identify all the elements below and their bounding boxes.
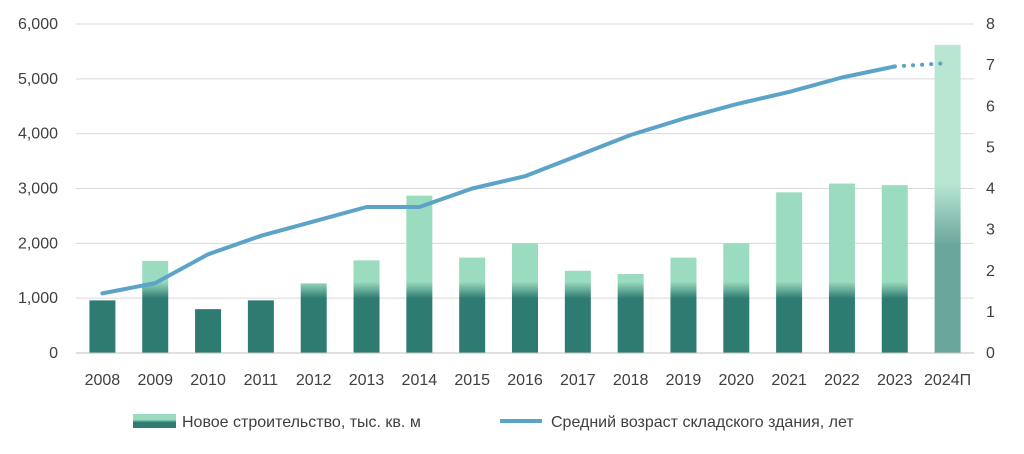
x-tick-label: 2011 (244, 372, 279, 389)
x-tick-label: 2012 (296, 372, 332, 389)
right-tick-label: 1 (986, 304, 995, 321)
bar (195, 309, 222, 353)
bar (353, 260, 380, 353)
x-tick-label: 2021 (771, 372, 807, 389)
right-tick-label: 7 (986, 57, 995, 74)
right-tick-label: 0 (986, 345, 995, 362)
line-dotted-forecast (892, 61, 950, 69)
x-tick-label: 2013 (349, 372, 385, 389)
left-tick-label: 3,000 (18, 181, 58, 198)
left-y-axis: 0 1,000 2,000 3,000 4,000 5,000 6,000 (18, 16, 58, 362)
left-tick-label: 5,000 (18, 71, 58, 88)
right-tick-label: 4 (986, 181, 995, 198)
legend-bar-label: Новое строительство, тыс. кв. м (182, 414, 421, 431)
bar (617, 274, 644, 353)
right-y-axis: 0 1 2 3 4 5 6 7 8 (986, 16, 995, 362)
right-tick-label: 5 (986, 139, 995, 156)
bar (89, 300, 116, 353)
line-series (100, 61, 950, 296)
left-tick-label: 6,000 (18, 16, 58, 33)
gridlines (76, 23, 974, 299)
left-tick-label: 1,000 (18, 290, 58, 307)
bar (723, 243, 750, 353)
bar (564, 270, 591, 353)
x-tick-label: 2017 (560, 372, 596, 389)
x-tick-label: 2010 (190, 372, 226, 389)
legend-line-label: Средний возраст складского здания, лет (551, 414, 854, 431)
left-tick-label: 2,000 (18, 235, 58, 252)
x-tick-label: 2020 (718, 372, 754, 389)
legend-item-line: Средний возраст складского здания, лет (500, 414, 854, 431)
line-solid (100, 64, 897, 296)
x-tick-label: 2016 (507, 372, 543, 389)
bar (776, 192, 803, 353)
right-tick-label: 6 (986, 98, 995, 115)
right-tick-label: 8 (986, 16, 995, 33)
right-tick-label: 3 (986, 222, 995, 239)
legend-bar-swatch (133, 414, 176, 428)
bar-series (89, 44, 961, 353)
bar (142, 260, 169, 353)
right-tick-label: 2 (986, 263, 995, 280)
x-tick-label: 2024П (924, 372, 971, 389)
left-tick-label: 0 (49, 345, 58, 362)
bar (300, 283, 327, 353)
bar (459, 257, 486, 353)
x-tick-label: 2022 (824, 372, 860, 389)
x-tick-label: 2015 (454, 372, 490, 389)
bar (881, 185, 908, 353)
bar (934, 44, 961, 353)
bar (828, 183, 855, 353)
x-tick-label: 2018 (613, 372, 649, 389)
x-tick-label: 2019 (666, 372, 702, 389)
x-tick-label: 2014 (402, 372, 438, 389)
left-tick-label: 4,000 (18, 126, 58, 143)
x-tick-label: 2023 (877, 372, 913, 389)
bar (512, 243, 538, 353)
bar (670, 257, 697, 353)
legend: Новое строительство, тыс. кв. м Средний … (133, 414, 854, 431)
x-axis: 2008 2009 2010 2011 2012 2013 2014 2015 2016 2017… (76, 352, 974, 389)
bar (247, 300, 274, 353)
bar (406, 195, 433, 353)
x-tick-label: 2008 (85, 372, 121, 389)
x-tick-label: 2009 (137, 372, 173, 389)
legend-item-bars: Новое строительство, тыс. кв. м (133, 414, 421, 431)
